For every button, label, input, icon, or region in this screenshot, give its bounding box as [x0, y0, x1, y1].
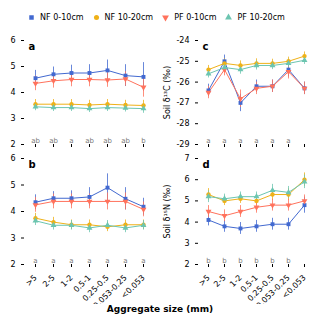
svg-text:b: b — [286, 257, 291, 265]
svg-text:a: a — [69, 257, 73, 265]
svg-text:0.053-0.25: 0.053-0.25 — [92, 273, 129, 304]
svg-text:ab: ab — [85, 137, 94, 145]
svg-text:0.5-1: 0.5-1 — [238, 273, 260, 295]
svg-text:a: a — [238, 137, 242, 145]
svg-text:a: a — [206, 137, 210, 145]
html-text:Aggregate size (mm): Aggregate size (mm) — [106, 304, 214, 314]
svg-text:2-5: 2-5 — [41, 273, 57, 289]
svg-text:b: b — [206, 257, 211, 265]
svg-text:3: 3 — [10, 114, 15, 123]
svg-text:1-2: 1-2 — [228, 273, 244, 289]
svg-text:2: 2 — [10, 140, 15, 149]
svg-text:4: 4 — [184, 218, 189, 227]
svg-text:4: 4 — [10, 88, 15, 97]
svg-text:Soil δ¹⁵N (‰): Soil δ¹⁵N (‰) — [163, 185, 172, 239]
svg-text:a: a — [105, 257, 109, 265]
svg-text:2: 2 — [10, 260, 15, 269]
svg-text:2: 2 — [184, 260, 189, 269]
svg-text:b: b — [254, 257, 259, 265]
svg-text:a: a — [123, 257, 127, 265]
svg-text:0.5-1: 0.5-1 — [71, 273, 93, 295]
svg-text:3: 3 — [10, 234, 15, 243]
svg-text:Soil δ¹³C (‰): Soil δ¹³C (‰) — [163, 66, 172, 119]
svg-text:d: d — [203, 159, 210, 170]
svg-text:ab: ab — [103, 137, 112, 145]
svg-text:6: 6 — [10, 36, 15, 45]
svg-text:4: 4 — [10, 207, 15, 216]
svg-text:0.25-0.5: 0.25-0.5 — [80, 273, 111, 304]
svg-text:-27: -27 — [176, 98, 189, 107]
svg-text:2-5: 2-5 — [212, 273, 228, 289]
html-text:PF 10-20cm: PF 10-20cm — [237, 13, 285, 22]
svg-text:a: a — [141, 257, 145, 265]
svg-text:>5: >5 — [24, 273, 39, 288]
html-text:PF 0-10cm: PF 0-10cm — [174, 13, 217, 22]
html-text:NF 10-20cm: NF 10-20cm — [104, 13, 154, 22]
svg-text:3: 3 — [184, 239, 189, 248]
svg-text:a: a — [286, 137, 290, 145]
svg-text:1-2: 1-2 — [59, 273, 75, 289]
svg-text:5: 5 — [10, 181, 15, 190]
svg-text:a: a — [51, 257, 55, 265]
svg-text:-25: -25 — [176, 57, 189, 66]
svg-text:b: b — [238, 257, 243, 265]
svg-text:6: 6 — [184, 175, 189, 184]
svg-text:<0.053: <0.053 — [119, 273, 146, 300]
svg-text:<0.053: <0.053 — [280, 273, 307, 300]
svg-text:a: a — [33, 257, 37, 265]
svg-text:ab: ab — [121, 137, 130, 145]
svg-text:ab: ab — [49, 137, 58, 145]
svg-text:a: a — [270, 137, 274, 145]
html-text:NF 0-10cm: NF 0-10cm — [40, 13, 84, 22]
svg-text:-28: -28 — [176, 119, 189, 128]
svg-text:a: a — [87, 257, 91, 265]
svg-text:b: b — [222, 257, 227, 265]
svg-text:>5: >5 — [197, 273, 212, 288]
svg-text:0.25-0.5: 0.25-0.5 — [245, 273, 276, 304]
svg-text:ab: ab — [31, 137, 40, 145]
svg-text:a: a — [29, 41, 36, 52]
svg-text:a: a — [69, 137, 73, 145]
svg-text:5: 5 — [10, 62, 15, 71]
svg-text:-29: -29 — [176, 140, 189, 149]
svg-text:a: a — [254, 137, 258, 145]
svg-text:b: b — [141, 137, 146, 145]
svg-text:6: 6 — [10, 154, 15, 163]
svg-text:7: 7 — [184, 154, 189, 163]
svg-text:c: c — [203, 41, 209, 52]
svg-text:b: b — [29, 159, 36, 170]
svg-text:a: a — [222, 137, 226, 145]
svg-text:b: b — [270, 257, 275, 265]
svg-text:5: 5 — [184, 196, 189, 205]
svg-text:-24: -24 — [176, 36, 189, 45]
svg-text:-26: -26 — [176, 78, 189, 87]
